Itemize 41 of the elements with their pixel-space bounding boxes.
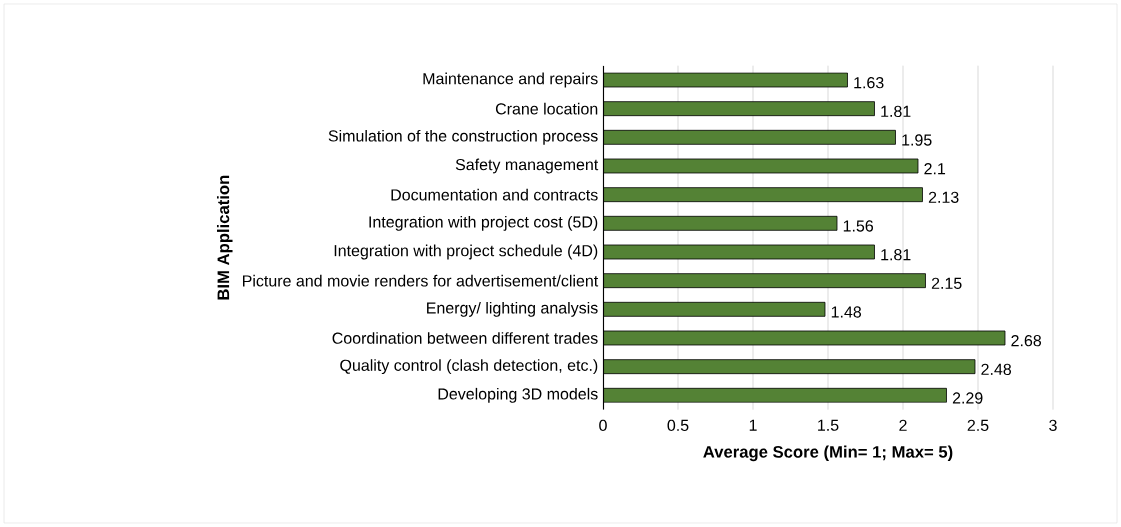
y-tick-label: Integration with project cost (5D) <box>369 215 598 231</box>
x-tick-label: 1 <box>749 419 757 431</box>
data-label: 2.29 <box>952 392 983 404</box>
y-tick-label: Picture and movie renders for advertisement/client <box>243 274 599 287</box>
y-tick-label: Simulation of the construction process <box>328 129 598 145</box>
data-label: 2.1 <box>924 163 946 175</box>
bar <box>603 129 896 145</box>
data-label: 1.48 <box>831 306 862 318</box>
data-label: 2.13 <box>928 191 959 203</box>
bar <box>603 215 838 231</box>
x-axis-title: Average Score (Min= 1; Max= 5) <box>703 445 953 462</box>
data-label: 2.68 <box>1011 335 1042 347</box>
bar <box>603 101 875 117</box>
y-tick-label: Quality control (clash detection, etc.) <box>340 359 598 375</box>
data-label: 1.95 <box>902 134 932 146</box>
x-tick-label: 2 <box>899 419 907 431</box>
data-label: 1.81 <box>881 249 911 261</box>
data-label: 2.15 <box>931 277 962 289</box>
y-tick-label: Crane location <box>495 102 598 115</box>
y-tick-label: Coordination between different trades <box>332 332 598 344</box>
x-tick-label: 2.5 <box>967 419 989 432</box>
bar <box>603 301 826 317</box>
y-axis-title: BIM Application <box>216 175 233 300</box>
y-tick-label: Safety management <box>455 158 599 174</box>
y-tick-label: Maintenance and repairs <box>423 72 598 88</box>
x-tick-label: 0.5 <box>667 419 689 432</box>
data-label: 1.81 <box>881 105 911 117</box>
bar <box>603 359 976 375</box>
y-tick-label: Integration with project schedule (4D) <box>334 244 598 260</box>
data-label: 2.48 <box>981 363 1012 375</box>
x-tick-label: 0 <box>599 419 607 432</box>
x-tick-label: 1.5 <box>818 419 839 431</box>
y-tick-label: Documentation and contracts <box>391 188 598 201</box>
data-label: 1.63 <box>854 77 884 89</box>
bar <box>603 273 926 289</box>
y-tick-label: Developing 3D models <box>438 387 598 403</box>
data-label: 1.56 <box>843 220 874 232</box>
bar <box>603 187 923 203</box>
bar <box>603 387 947 403</box>
x-tick-label: 3 <box>1049 419 1057 432</box>
y-tick-label: Energy/ lighting analysis <box>427 301 598 317</box>
